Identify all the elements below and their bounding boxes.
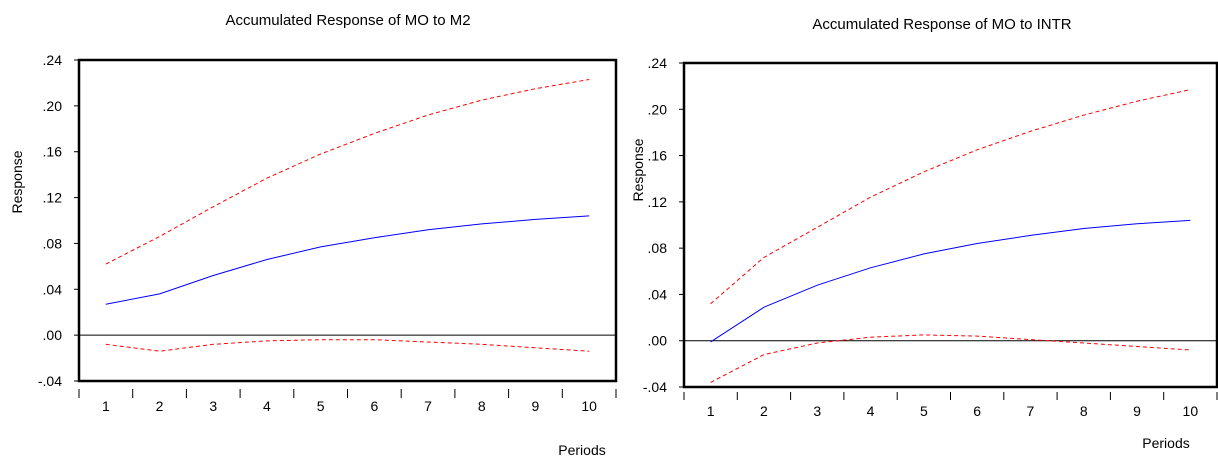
x-tick-label: 2 — [760, 403, 768, 419]
y-tick-label: .00 — [43, 327, 63, 343]
x-tick-label: 6 — [973, 403, 981, 419]
x-tick-label: 4 — [263, 398, 271, 414]
chart-m2: Accumulated Response of MO to M2 Respons… — [9, 12, 618, 458]
series-line-upper — [710, 89, 1191, 305]
x-tick-label: 1 — [707, 403, 715, 419]
x-tick-label: 8 — [1080, 403, 1088, 419]
x-tick-label: 7 — [1027, 403, 1035, 419]
x-tick-label: 9 — [532, 398, 540, 414]
plot-frame — [77, 58, 618, 383]
y-axis-label: Response — [9, 150, 25, 213]
y-tick-label: .00 — [648, 333, 668, 349]
y-tick-label: .04 — [648, 286, 668, 302]
y-tick-label: .16 — [648, 148, 668, 164]
x-tick-label: 3 — [209, 398, 217, 414]
chart-title: Accumulated Response of MO to M2 — [225, 12, 470, 29]
series-line-lower — [105, 339, 590, 352]
y-tick-label: .12 — [648, 194, 668, 210]
series-line-response — [105, 215, 590, 305]
y-tick-label: .24 — [43, 52, 63, 68]
series-line-lower — [710, 334, 1191, 383]
x-tick-label: 5 — [920, 403, 928, 419]
x-tick-label: 8 — [478, 398, 486, 414]
y-axis-label: Response — [630, 138, 646, 201]
y-tick-label: .08 — [648, 240, 668, 256]
x-tick-label: 2 — [156, 398, 164, 414]
y-tick-label: .16 — [43, 144, 63, 160]
chart-title: Accumulated Response of MO to INTR — [812, 16, 1071, 33]
x-tick-label: 5 — [317, 398, 325, 414]
y-tick-label: .20 — [648, 101, 668, 117]
x-axis-label: Periods — [1142, 435, 1189, 451]
x-tick-label: 10 — [1183, 403, 1199, 419]
x-tick-label: 4 — [867, 403, 875, 419]
y-tick-label: .20 — [43, 98, 63, 114]
plot-frame — [682, 61, 1218, 389]
x-tick-label: 10 — [581, 398, 597, 414]
y-tick-label: .04 — [43, 281, 63, 297]
y-tick-label: .08 — [43, 235, 63, 251]
y-tick-label: .24 — [648, 55, 668, 71]
x-axis-label: Periods — [558, 442, 605, 458]
series-line-upper — [105, 79, 590, 265]
x-tick-label: 9 — [1133, 403, 1141, 419]
y-tick-label: -.04 — [643, 379, 667, 395]
y-tick-label: .12 — [43, 190, 63, 206]
x-tick-label: 1 — [102, 398, 110, 414]
series-line-response — [710, 219, 1191, 343]
x-tick-label: 3 — [813, 403, 821, 419]
x-tick-label: 7 — [424, 398, 432, 414]
chart-intr: Accumulated Response of MO to INTR Respo… — [630, 16, 1218, 451]
y-tick-label: -.04 — [38, 373, 62, 389]
x-tick-label: 6 — [370, 398, 378, 414]
